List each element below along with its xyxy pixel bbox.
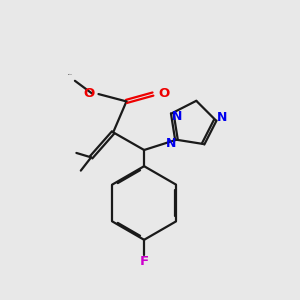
Text: F: F bbox=[140, 254, 149, 268]
Text: N: N bbox=[217, 111, 227, 124]
Text: N: N bbox=[166, 137, 176, 150]
Text: O: O bbox=[158, 87, 169, 100]
Text: methyl: methyl bbox=[68, 74, 73, 75]
Text: O: O bbox=[84, 87, 95, 100]
Text: N: N bbox=[172, 110, 183, 123]
